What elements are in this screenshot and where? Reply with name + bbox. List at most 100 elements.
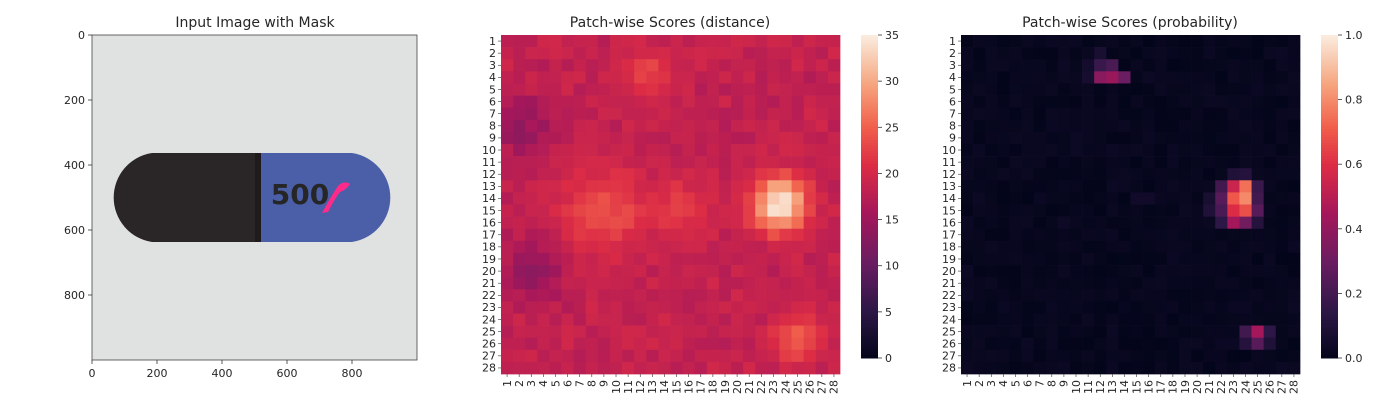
heatmap-cell xyxy=(549,156,562,169)
heatmap-cell xyxy=(537,119,550,133)
heatmap-cell xyxy=(997,192,1010,205)
colorbar-segment xyxy=(861,67,878,71)
heatmap-cell xyxy=(658,131,671,145)
heatmap-cell xyxy=(1239,277,1252,290)
heatmap-cell xyxy=(997,119,1010,133)
heatmap-cell xyxy=(1057,337,1071,351)
col-label: 20 xyxy=(731,380,744,394)
colorbar-segment xyxy=(861,131,878,136)
heatmap-cell xyxy=(985,95,998,108)
heatmap-cell xyxy=(622,240,635,254)
colorbar-tick-label: 25 xyxy=(885,121,899,134)
heatmap-cell xyxy=(1227,143,1240,157)
heatmap-cell xyxy=(682,180,696,193)
heatmap-cell xyxy=(1033,168,1047,181)
colorbar-segment xyxy=(861,180,878,184)
heatmap-cell xyxy=(973,168,986,181)
heatmap-cell xyxy=(779,192,792,205)
heatmap-cell xyxy=(731,180,744,193)
heatmap-cell xyxy=(973,59,986,72)
heatmap-cell xyxy=(682,228,696,242)
heatmap-cell xyxy=(827,35,841,48)
heatmap-cell xyxy=(803,361,817,375)
heatmap-cell xyxy=(1191,192,1204,205)
heatmap-cell xyxy=(755,192,768,205)
heatmap-cell xyxy=(1287,349,1301,363)
heatmap-cell xyxy=(1203,204,1216,217)
heatmap-cell xyxy=(1154,47,1168,60)
image-x-tick-label: 0 xyxy=(89,367,96,380)
heatmap-cell xyxy=(1094,240,1107,254)
heatmap-cell xyxy=(755,240,768,254)
heatmap-cell xyxy=(767,361,780,375)
col-label: 2 xyxy=(973,380,986,387)
heatmap-cell xyxy=(1154,277,1168,290)
colorbar-segment xyxy=(1321,296,1338,300)
heatmap-cell xyxy=(779,119,792,133)
heatmap-cell xyxy=(682,143,696,157)
colorbar-segment xyxy=(1321,301,1338,305)
heatmap-cell xyxy=(961,277,974,290)
heatmap-cell xyxy=(731,143,744,157)
heatmap-cell xyxy=(1287,107,1301,121)
heatmap-cell xyxy=(1239,131,1252,145)
heatmap-cell xyxy=(1057,240,1071,254)
heatmap-cell xyxy=(1227,301,1240,314)
row-label: 16 xyxy=(482,216,496,229)
heatmap-cell xyxy=(743,252,756,266)
heatmap-cell xyxy=(1009,289,1022,302)
heatmap-cell xyxy=(718,168,732,181)
heatmap-cell xyxy=(961,47,974,60)
heatmap-cell xyxy=(1203,59,1216,72)
heatmap-cell xyxy=(1094,349,1107,363)
row-label: 1 xyxy=(489,35,496,48)
colorbar-segment xyxy=(1321,86,1338,90)
colorbar-segment xyxy=(1321,67,1338,71)
heatmap-cell xyxy=(706,119,720,133)
heatmap-cell xyxy=(1178,252,1192,266)
heatmap-cell xyxy=(1009,143,1022,157)
heatmap-cell xyxy=(670,119,683,133)
heatmap-cell xyxy=(1166,35,1180,48)
colorbar-segment xyxy=(1321,239,1338,243)
image-x-tick-label: 400 xyxy=(212,367,233,380)
heatmap-cell xyxy=(670,265,683,278)
heatmap-cell xyxy=(779,228,792,242)
heatmap-cell xyxy=(1082,192,1095,205)
heatmap-cell xyxy=(1069,95,1083,108)
heatmap-cell xyxy=(827,349,841,363)
heatmap-cell xyxy=(634,168,647,181)
colorbar-segment xyxy=(1321,129,1338,133)
heatmap-cell xyxy=(1069,71,1083,84)
heatmap-cell xyxy=(779,83,792,96)
heatmap-cell xyxy=(803,131,817,145)
heatmap-cell xyxy=(1057,192,1071,205)
probability-title: Patch-wise Scores (probability) xyxy=(1022,15,1238,31)
probability-colorbar: 0.00.20.40.60.81.0 xyxy=(1321,29,1363,365)
heatmap-cell xyxy=(985,83,998,96)
probability-panel: Patch-wise Scores (probability) 12345678… xyxy=(942,15,1363,394)
colorbar-segment xyxy=(1321,306,1338,311)
heatmap-cell xyxy=(718,289,732,302)
heatmap-cell xyxy=(706,349,720,363)
heatmap-cell xyxy=(513,325,526,339)
heatmap-cell xyxy=(1106,95,1119,108)
colorbar-segment xyxy=(861,344,878,348)
colorbar-tick-label: 0.0 xyxy=(1345,352,1363,365)
row-label: 22 xyxy=(482,289,496,302)
heatmap-cell xyxy=(1130,325,1143,339)
heatmap-cell xyxy=(1275,301,1289,314)
heatmap-cell xyxy=(1082,265,1095,278)
heatmap-cell xyxy=(961,361,974,375)
heatmap-cell xyxy=(1287,204,1301,217)
col-label: 12 xyxy=(634,380,647,394)
col-label: 19 xyxy=(719,380,732,394)
heatmap-cell xyxy=(767,131,780,145)
heatmap-cell xyxy=(1263,228,1277,242)
heatmap-cell xyxy=(973,95,986,108)
heatmap-cell xyxy=(1178,59,1192,72)
colorbar-segment xyxy=(1321,191,1338,195)
heatmap-cell xyxy=(1009,228,1022,242)
heatmap-cell xyxy=(597,240,611,254)
row-label: 3 xyxy=(489,59,496,72)
